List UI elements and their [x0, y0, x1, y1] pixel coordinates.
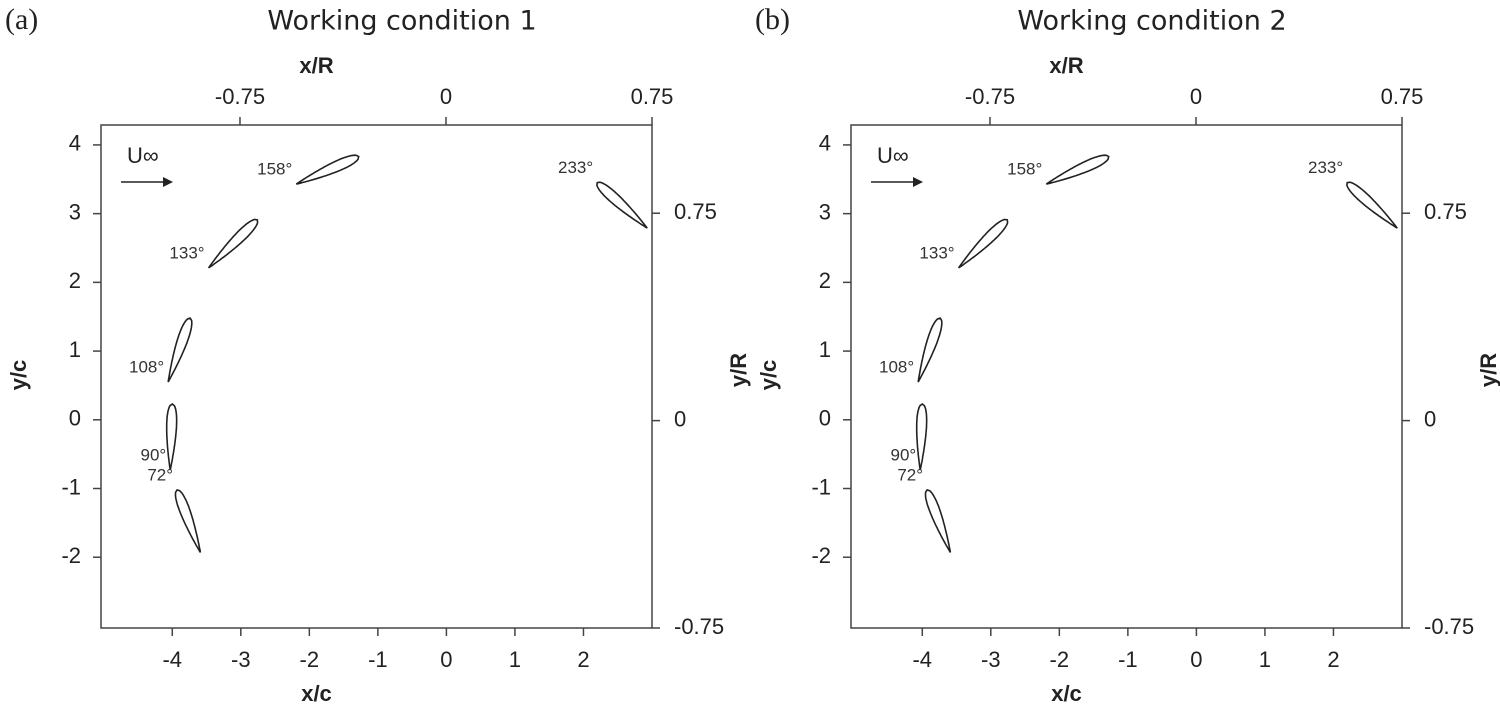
- freestream-arrowhead: [913, 177, 923, 187]
- airfoil: [917, 317, 943, 383]
- x-tick-label: -2: [300, 647, 320, 672]
- airfoil-label: 108°: [879, 357, 914, 376]
- airfoil-label: 233°: [558, 158, 593, 177]
- plot-frame: [850, 124, 1403, 629]
- plot-frame: [100, 124, 653, 629]
- airfoil: [1346, 181, 1398, 229]
- y-tick-label: 4: [69, 131, 81, 156]
- y-tick-label: 1: [69, 337, 81, 362]
- airfoil: [596, 181, 648, 229]
- y-tick-label: 0: [69, 406, 81, 431]
- panel: (b) Working condition 2 -4 -3 -2 -1 0 1 2 -2 -1 0 1 2…: [755, 3, 1500, 706]
- x-tick-label: 0: [1190, 647, 1202, 672]
- airfoil: [174, 488, 202, 553]
- airfoil: [207, 218, 259, 269]
- panel-tag: (a): [5, 3, 38, 36]
- freestream-label: U∞: [877, 143, 909, 168]
- x-tick-label: 1: [1259, 647, 1271, 672]
- y2-tick-label: -0.75: [674, 614, 724, 639]
- x-tick-label: -2: [1050, 647, 1070, 672]
- x-tick-label: -3: [231, 647, 251, 672]
- y2-axis-label: y/R: [1476, 353, 1500, 387]
- x2-tick-label: -0.75: [215, 84, 265, 109]
- y-tick-label: 2: [69, 268, 81, 293]
- x-tick-label: -1: [1118, 647, 1138, 672]
- y-tick-label: 3: [819, 199, 831, 224]
- x-tick-label: -3: [981, 647, 1001, 672]
- airfoil-label: 90°: [890, 445, 916, 464]
- x-tick-label: -4: [912, 647, 932, 672]
- y-tick-label: 0: [819, 406, 831, 431]
- airfoil-label: 133°: [169, 243, 204, 262]
- y2-tick-label: 0.75: [1424, 199, 1467, 224]
- airfoil: [165, 402, 178, 471]
- airfoil-label: 72°: [897, 465, 923, 484]
- y2-axis-label: y/R: [726, 353, 751, 387]
- y-tick-label: -1: [61, 474, 81, 499]
- x2-tick-label: -0.75: [965, 84, 1015, 109]
- x-tick-label: 0: [440, 647, 452, 672]
- airfoil: [924, 488, 952, 553]
- airfoil-label: 133°: [919, 243, 954, 262]
- y-tick-label: -2: [61, 543, 81, 568]
- airfoil-label: 158°: [1007, 160, 1042, 179]
- airfoil-label: 158°: [257, 160, 292, 179]
- x-axis-label: x/c: [1051, 681, 1082, 706]
- freestream-arrowhead: [163, 177, 173, 187]
- y-tick-label: 3: [69, 199, 81, 224]
- airfoil: [167, 317, 193, 383]
- airfoil-label: 72°: [147, 465, 173, 484]
- y2-tick-label: 0.75: [674, 199, 717, 224]
- x2-axis-label: x/R: [299, 53, 333, 78]
- freestream-label: U∞: [127, 143, 159, 168]
- y-tick-label: 1: [819, 337, 831, 362]
- panel-tag: (b): [755, 3, 790, 36]
- panel-title: Working condition 2: [1017, 6, 1286, 37]
- airfoil: [915, 402, 928, 471]
- x-tick-label: 2: [577, 647, 589, 672]
- x2-tick-label: 0: [1190, 84, 1202, 109]
- y-tick-label: 2: [819, 268, 831, 293]
- airfoil: [957, 218, 1009, 269]
- x2-tick-label: 0: [440, 84, 452, 109]
- y-tick-label: -1: [811, 474, 831, 499]
- y2-tick-label: 0: [1424, 406, 1436, 431]
- y-axis-label: y/c: [6, 360, 31, 391]
- airfoil-label: 90°: [140, 445, 166, 464]
- airfoil-label: 233°: [1308, 158, 1343, 177]
- y-tick-label: -2: [811, 543, 831, 568]
- airfoil-label: 108°: [129, 357, 164, 376]
- x2-axis-label: x/R: [1049, 53, 1083, 78]
- y2-tick-label: -0.75: [1424, 614, 1474, 639]
- x2-tick-label: 0.75: [1381, 84, 1424, 109]
- airfoil: [295, 154, 360, 185]
- panel: (a) Working condition 1 -4 -3 -2 -1 0 1 2 -2 -1 0 1 2…: [5, 3, 751, 706]
- y2-tick-label: 0: [674, 406, 686, 431]
- x-tick-label: -4: [162, 647, 182, 672]
- x-tick-label: -1: [368, 647, 388, 672]
- x-axis-label: x/c: [301, 681, 332, 706]
- panel-title: Working condition 1: [267, 6, 536, 37]
- x-tick-label: 2: [1327, 647, 1339, 672]
- x2-tick-label: 0.75: [631, 84, 674, 109]
- airfoil: [1045, 154, 1110, 185]
- x-tick-label: 1: [509, 647, 521, 672]
- y-tick-label: 4: [819, 131, 831, 156]
- y-axis-label: y/c: [756, 360, 781, 391]
